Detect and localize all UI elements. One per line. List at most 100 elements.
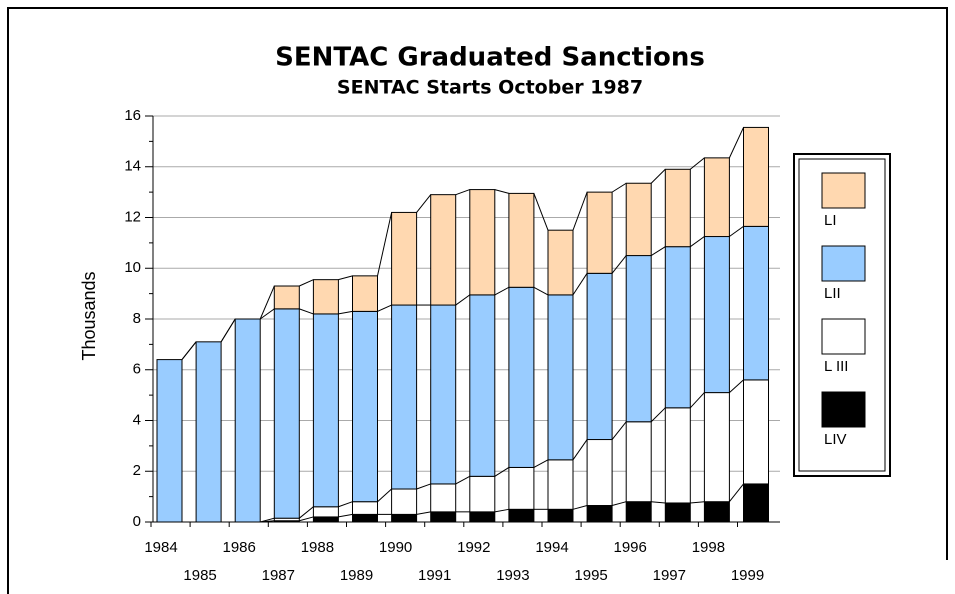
legend-label: L III (824, 358, 848, 375)
chart-title: SENTAC Graduated Sanctions (275, 43, 705, 73)
bar (156, 359, 183, 523)
bar (586, 439, 613, 507)
bar (469, 511, 496, 523)
bar (743, 483, 769, 523)
bar (430, 483, 457, 513)
connector (299, 279, 314, 287)
bar (273, 308, 300, 519)
bar (703, 157, 730, 238)
connector (377, 212, 393, 276)
bar (469, 294, 496, 477)
bar (469, 475, 496, 513)
bar (508, 286, 535, 468)
connector (533, 193, 549, 231)
bar (703, 501, 730, 523)
bar (508, 192, 535, 288)
bar (391, 304, 418, 490)
connector (338, 513, 353, 518)
bar (430, 511, 457, 523)
legend-swatch (821, 245, 866, 282)
x-tick-label: 1991 (418, 567, 451, 584)
bar (547, 229, 574, 296)
connector (220, 318, 236, 343)
bar (625, 501, 652, 523)
connector (729, 483, 744, 503)
connector (494, 189, 510, 194)
y-tick-label: 14 (124, 158, 141, 175)
connector (338, 310, 353, 315)
legend-swatch (821, 318, 866, 355)
y-tick-label: 6 (133, 361, 141, 378)
legend-swatch (821, 391, 866, 428)
y-tick-label: 16 (124, 107, 141, 124)
frame (7, 7, 948, 594)
x-tick-label: 1999 (731, 567, 764, 584)
x-tick-label: 1986 (223, 539, 256, 556)
connector (416, 511, 431, 515)
legend-label: LII (824, 285, 841, 302)
connector (494, 508, 509, 513)
connector (611, 255, 627, 274)
connector (728, 127, 744, 159)
x-tick-label: 1994 (535, 539, 568, 556)
bar (625, 182, 652, 257)
connector (259, 308, 275, 320)
bar (234, 318, 261, 523)
x-tick-label: 1998 (692, 539, 725, 556)
x-tick-label: 1990 (379, 539, 412, 556)
x-tick-label: 1987 (262, 567, 295, 584)
bar (312, 279, 339, 315)
bar (508, 508, 535, 523)
connector (689, 157, 705, 170)
bar (547, 459, 574, 510)
connector (455, 475, 471, 485)
y-tick-label: 10 (124, 259, 141, 276)
bar (312, 313, 339, 508)
bar (625, 255, 652, 423)
bar (625, 421, 652, 503)
connector (181, 341, 197, 360)
connector (650, 246, 666, 256)
bar (664, 168, 691, 248)
x-tick-label: 1992 (457, 539, 490, 556)
x-tick-label: 1993 (496, 567, 529, 584)
bar (352, 501, 378, 515)
connector (260, 517, 275, 523)
bar (743, 225, 769, 381)
bar (195, 341, 222, 523)
connector (377, 488, 392, 503)
y-tick-label: 4 (133, 411, 141, 428)
connector (338, 275, 353, 281)
bar (743, 379, 769, 485)
bar (508, 466, 535, 510)
bar (391, 488, 418, 515)
bar (547, 508, 574, 523)
x-tick-label: 1985 (183, 567, 216, 584)
bar (430, 304, 457, 485)
connector (651, 501, 666, 504)
bar (312, 516, 339, 523)
connector (611, 182, 627, 193)
x-tick-label: 1997 (653, 567, 686, 584)
bar (547, 294, 574, 461)
connector (455, 189, 470, 196)
bar (586, 505, 613, 523)
x-tick-label: 1989 (340, 567, 373, 584)
connector (259, 285, 275, 320)
y-axis-label: Thousands (79, 271, 99, 360)
bar (391, 513, 418, 523)
connector (494, 467, 510, 477)
connector (377, 304, 392, 312)
connector (690, 236, 705, 248)
bar (743, 126, 769, 227)
bar (391, 211, 418, 306)
connector (494, 286, 510, 296)
bar (469, 189, 496, 296)
bar (430, 194, 457, 306)
connector (572, 273, 588, 296)
connector (299, 516, 314, 522)
x-tick-label: 1988 (301, 539, 334, 556)
connector (650, 407, 666, 423)
bar (352, 310, 378, 503)
